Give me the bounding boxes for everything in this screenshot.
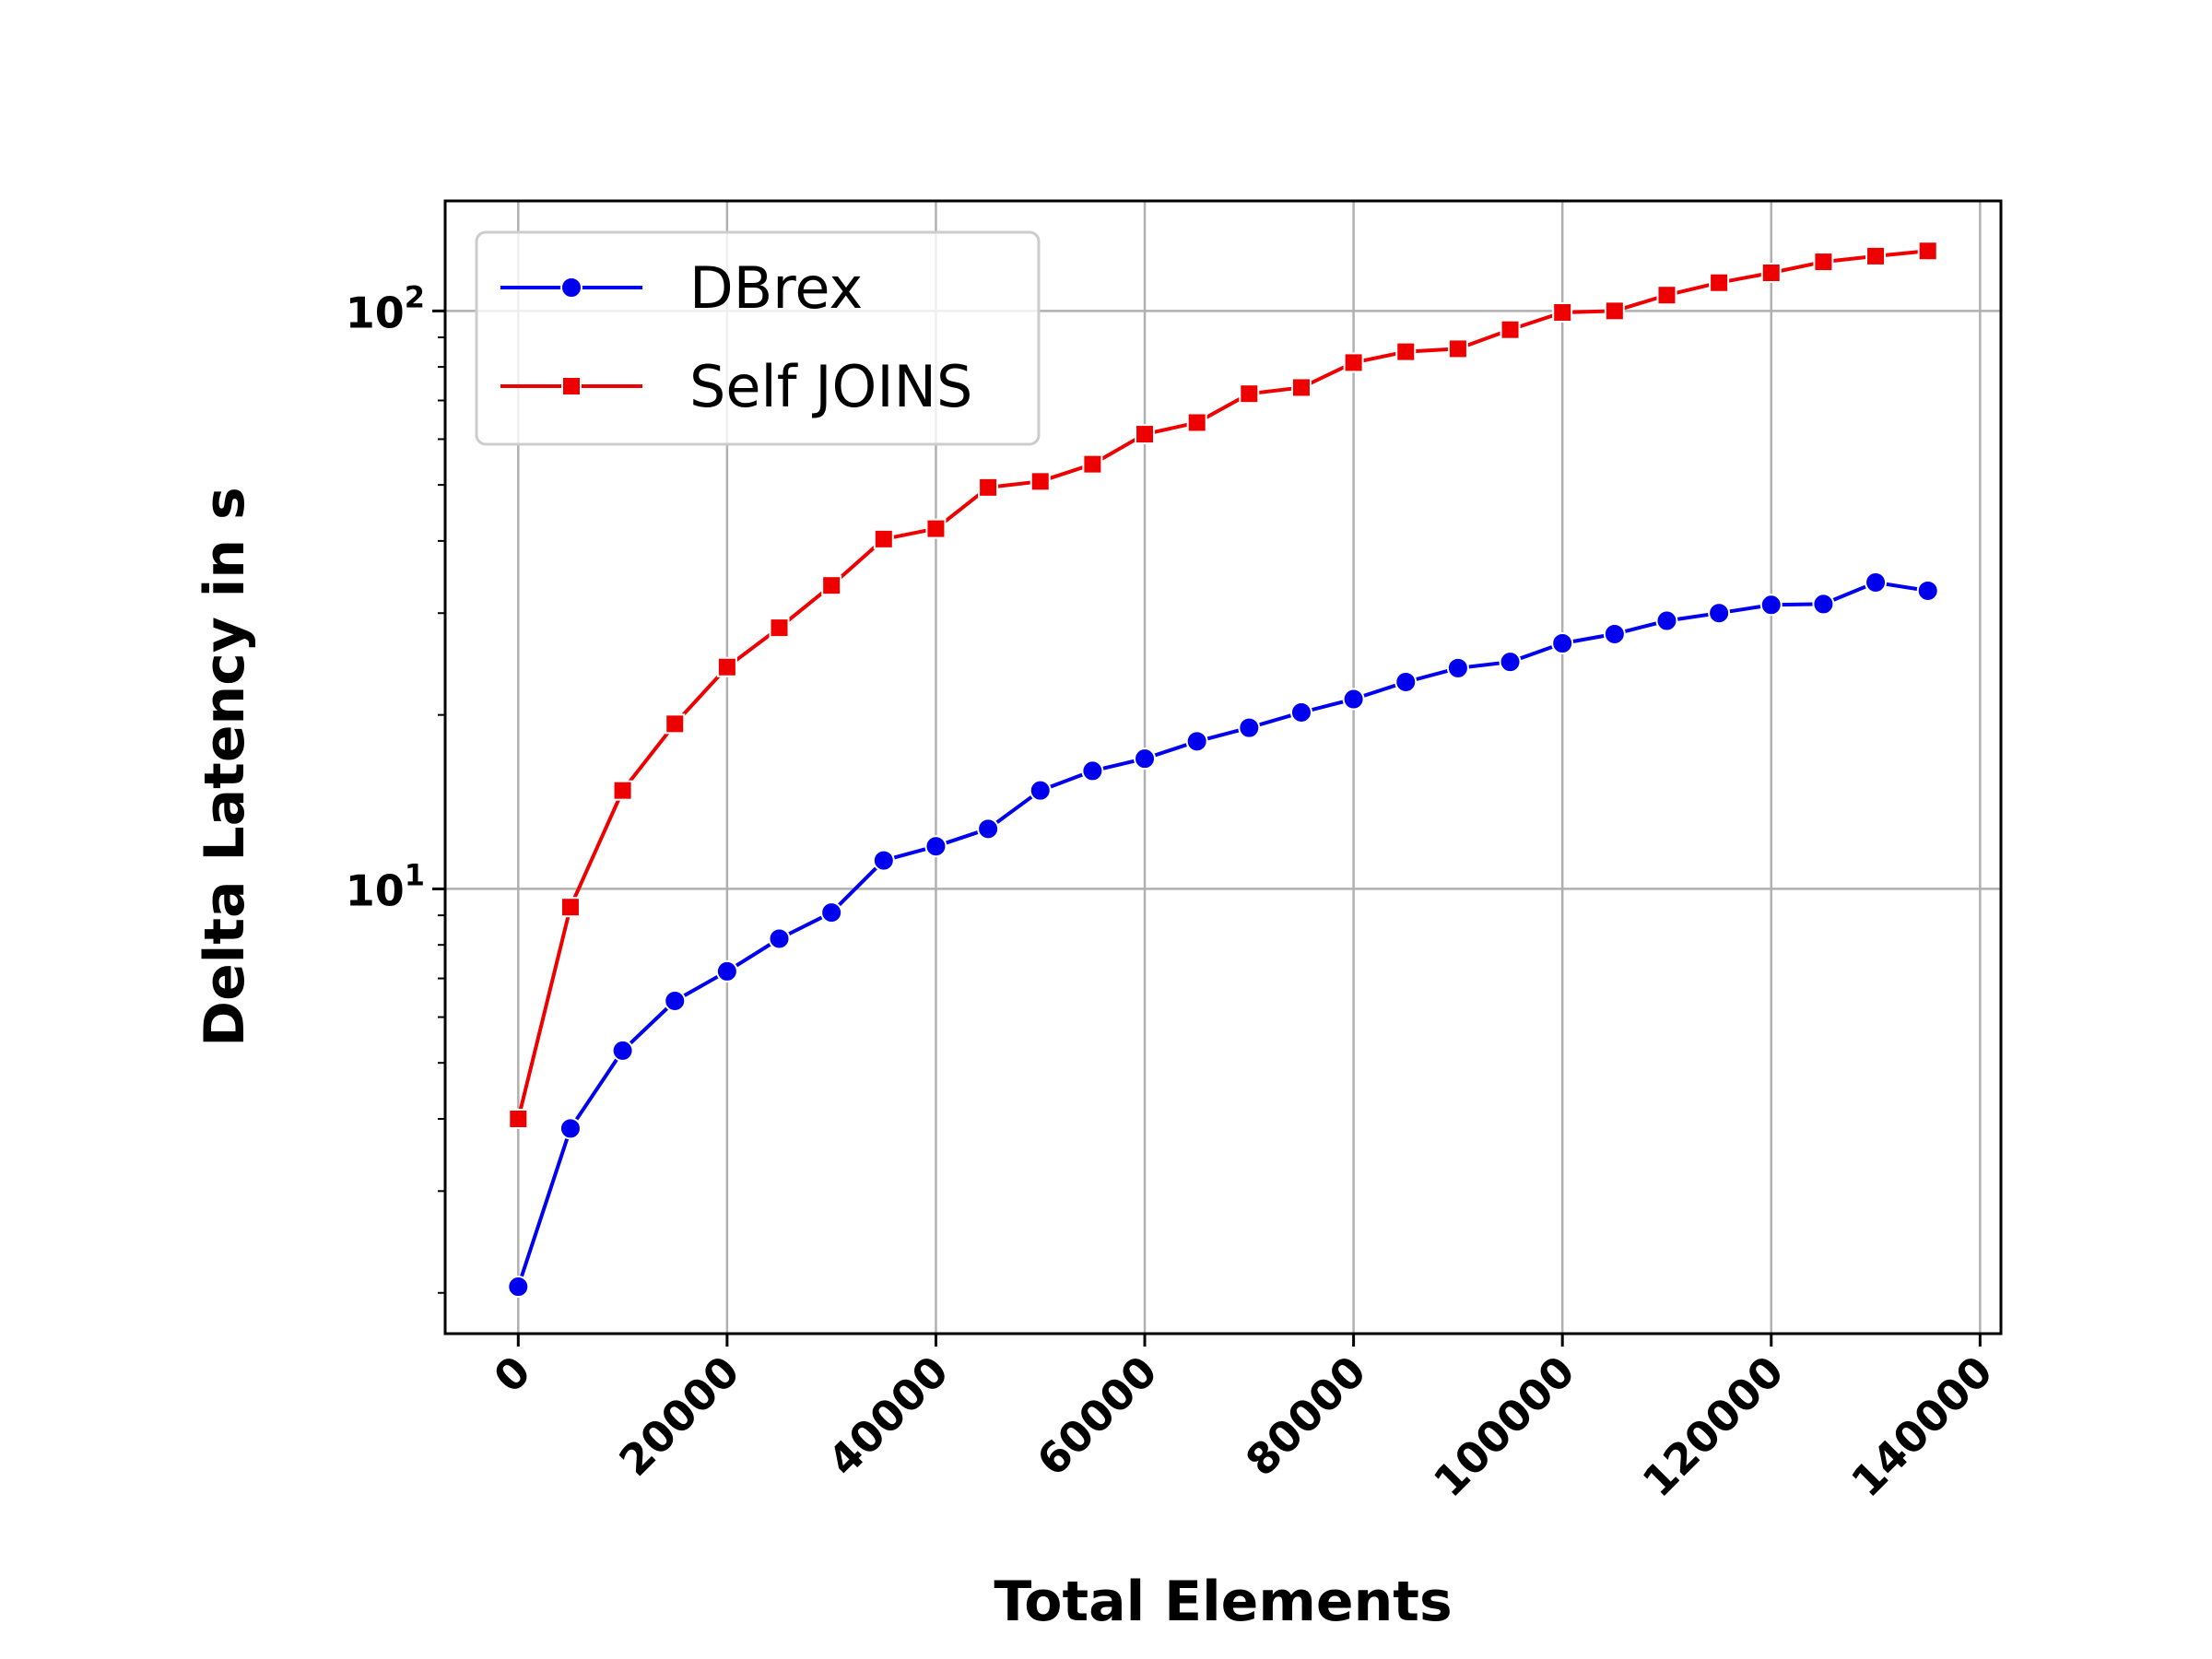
data-point (1604, 300, 1625, 322)
y-tick-label: 101 (346, 857, 425, 915)
data-point (508, 1108, 529, 1129)
legend-label: DBrex (689, 254, 863, 322)
series-line (516, 581, 1929, 1288)
legend-entry: Self JOINS (500, 353, 972, 420)
data-point (1447, 338, 1468, 359)
data-point (1916, 579, 1939, 602)
series-self-joins (508, 241, 1938, 1129)
data-point (768, 927, 791, 950)
data-point (1709, 272, 1730, 293)
legend-marker (561, 376, 582, 396)
data-point (1185, 730, 1208, 753)
data-point (1239, 383, 1260, 405)
x-tick-label: 40000 (818, 1347, 958, 1486)
data-point (1135, 424, 1156, 445)
data-point (1759, 594, 1783, 617)
data-point (1342, 688, 1365, 711)
data-point (1656, 285, 1677, 306)
data-point (977, 818, 1000, 841)
data-point (1289, 700, 1312, 724)
data-point (1708, 602, 1731, 625)
data-point (925, 518, 947, 539)
legend-entry: DBrex (500, 254, 863, 322)
legend-label: Self JOINS (689, 353, 972, 420)
y-axis-label: Delta Latency in s (193, 487, 257, 1046)
legend-marker (560, 276, 582, 299)
y-tick-label: 102 (346, 279, 425, 337)
series-line (516, 249, 1928, 1120)
data-point (1186, 412, 1207, 433)
x-tick-label: 120000 (1633, 1347, 1794, 1507)
data-point (924, 835, 947, 858)
ticks: 0 20000 40000 60000 80000 100000 120000 140000 1… (346, 279, 2002, 1506)
data-point (1917, 241, 1938, 262)
data-point (1446, 656, 1469, 679)
data-point (1499, 651, 1522, 674)
data-point (873, 528, 894, 549)
x-tick-label: 140000 (1841, 1347, 2002, 1507)
data-point (1813, 252, 1834, 273)
data-point (1865, 245, 1887, 266)
x-tick-label: 0 (484, 1347, 540, 1403)
data-point (1081, 759, 1104, 782)
data-point (1500, 319, 1521, 340)
data-point (1551, 631, 1574, 654)
data-point (1655, 609, 1678, 632)
data-point (1865, 571, 1888, 594)
data-point (507, 1276, 530, 1299)
data-point (872, 849, 895, 872)
data-point (1395, 341, 1417, 362)
data-point (1603, 622, 1626, 645)
legend-box (475, 230, 1041, 446)
data-point (1290, 377, 1312, 398)
data-point (1029, 779, 1052, 802)
data-point (1343, 352, 1364, 373)
data-point (1030, 471, 1051, 492)
data-point (821, 575, 842, 596)
data-point (1134, 747, 1157, 771)
series-dbrex (507, 571, 1939, 1299)
data-point (769, 618, 790, 639)
data-point (820, 901, 843, 924)
x-tick-label: 100000 (1424, 1347, 1584, 1507)
data-point (665, 713, 686, 735)
data-point (1812, 593, 1835, 616)
plot-frame (443, 199, 2003, 1335)
data-point (559, 897, 581, 918)
data-point (612, 780, 633, 801)
x-tick-label: 60000 (1027, 1347, 1166, 1486)
data-point (1082, 453, 1103, 475)
data-point (715, 959, 738, 982)
data-point (1238, 716, 1261, 739)
data-point (559, 1117, 582, 1140)
x-tick-label: 80000 (1236, 1347, 1375, 1486)
data-point (978, 477, 999, 498)
data-point (611, 1039, 634, 1062)
series-layer (507, 241, 1939, 1299)
data-point (1394, 670, 1418, 693)
data-point (716, 656, 737, 677)
data-point (1552, 301, 1573, 323)
legend: DBrex Self JOINS (475, 230, 1041, 446)
data-point (664, 989, 687, 1012)
x-axis-label: Total Elements (994, 1570, 1452, 1634)
x-tick-label: 20000 (609, 1347, 748, 1486)
data-point (1760, 262, 1782, 283)
